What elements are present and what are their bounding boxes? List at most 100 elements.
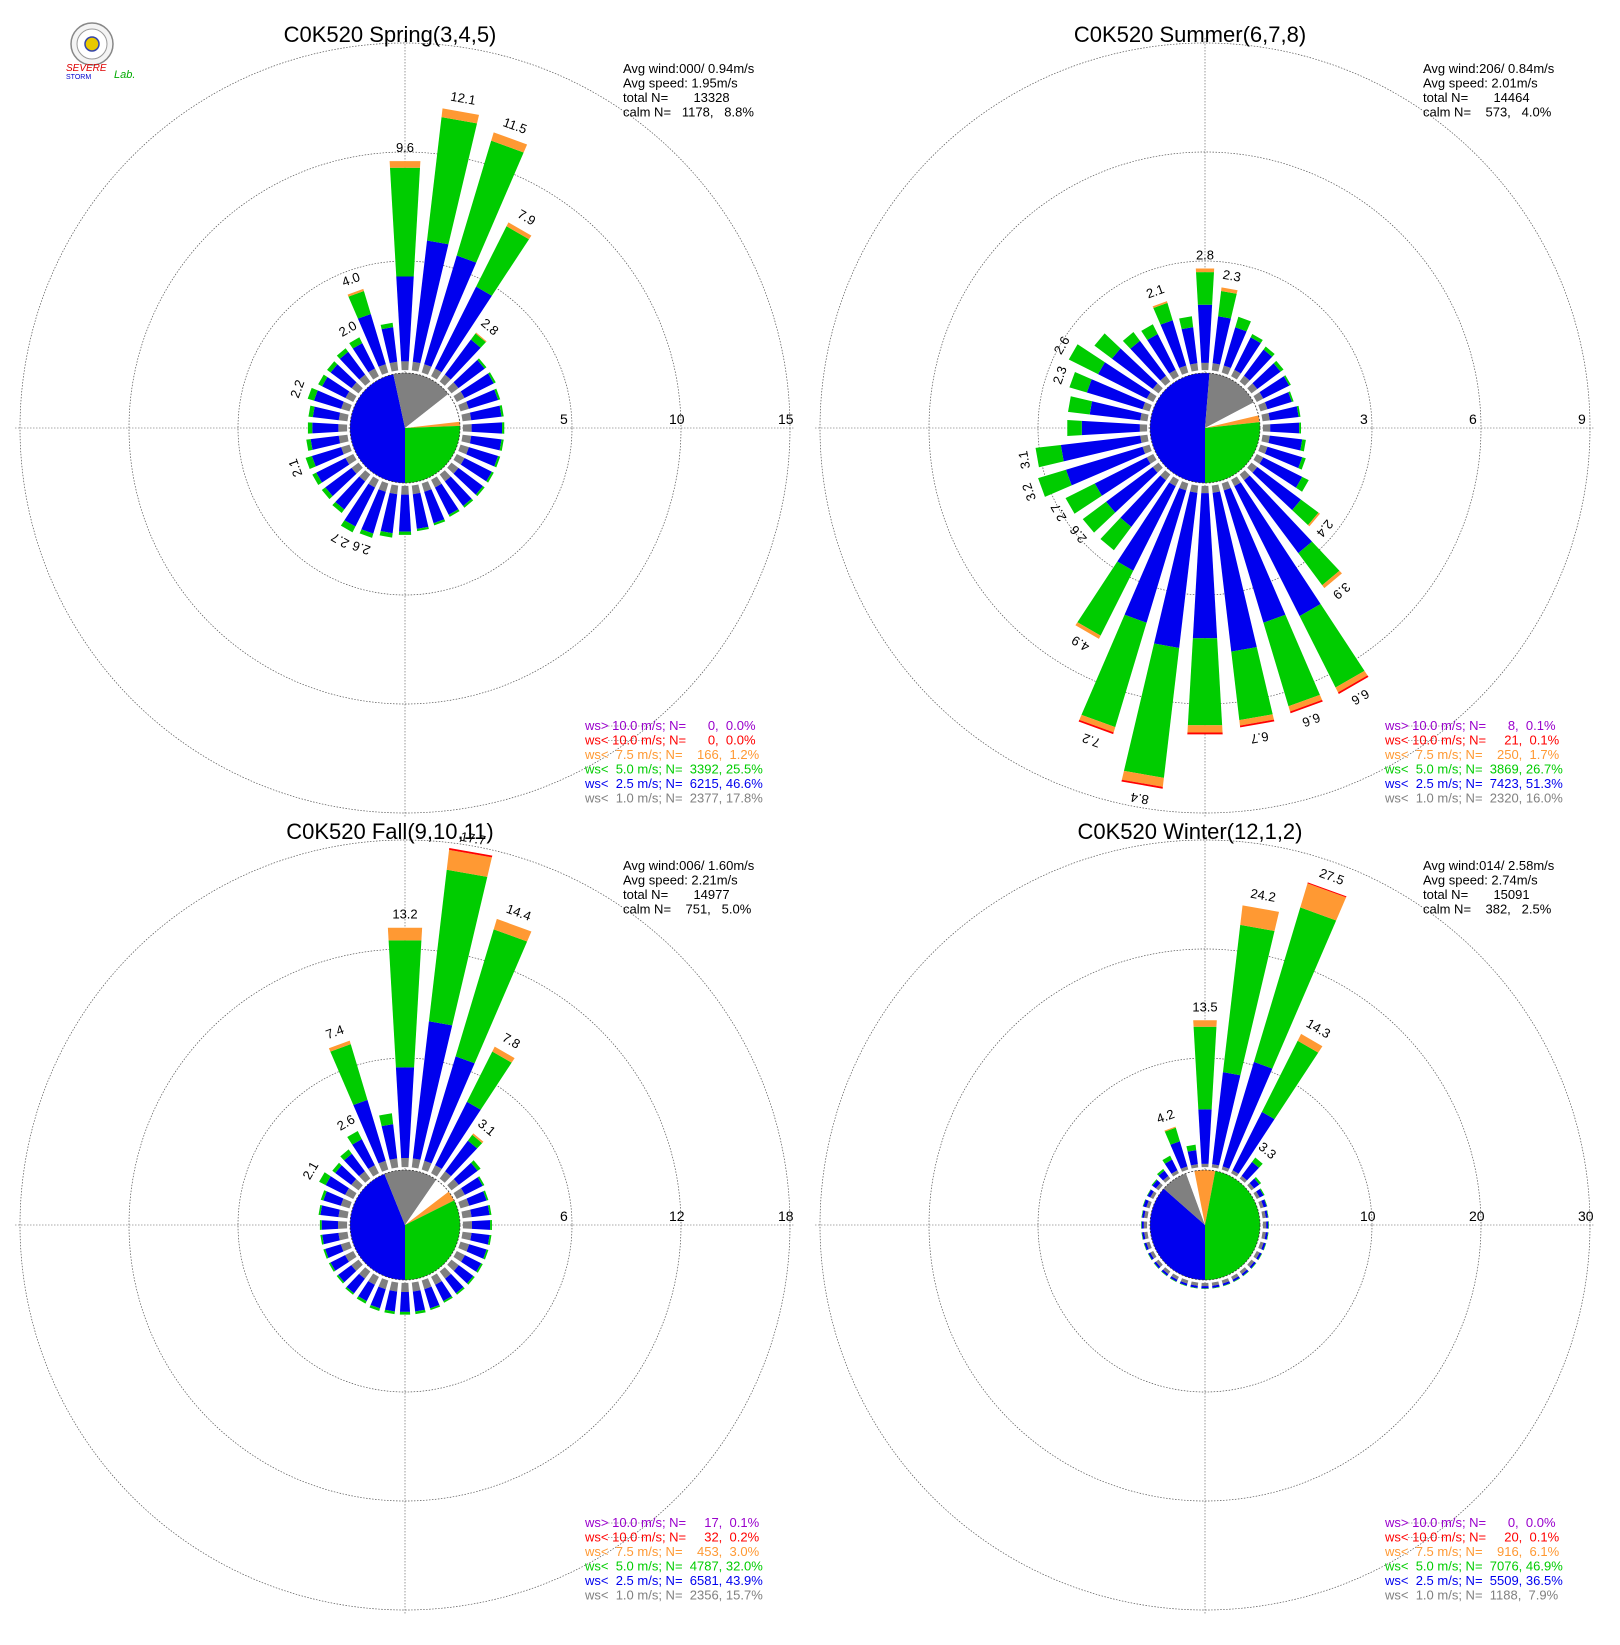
direction-bar-segment	[311, 447, 344, 467]
center-pie-outline	[1149, 372, 1261, 484]
windrose-panel: 6 12 18 13.2 17.7 14.4 7.8 3.1 2.1 2.6 7.4 C0K520 F…	[15, 819, 795, 1615]
direction-bar-segment	[1266, 1210, 1269, 1218]
direction-bar-segment	[1241, 1269, 1249, 1276]
center-pie-slice	[1205, 1170, 1260, 1280]
direction-bar-segment	[411, 484, 421, 495]
direction-bar-segment	[1254, 1176, 1262, 1185]
center-pie-outline	[349, 372, 461, 484]
legend-entry: ws< 1.0 m/s; N= 1188, 7.9%	[1384, 1588, 1559, 1603]
direction-bar-segment	[1221, 481, 1231, 491]
center-pie-slice	[1149, 373, 1210, 483]
direction-bar-segment	[1247, 383, 1258, 394]
stats-line: Avg speed: 2.74m/s	[1423, 873, 1538, 888]
direction-bar-segment	[1179, 1283, 1187, 1287]
direction-bar-segment	[1300, 883, 1347, 921]
direction-bar-segment	[1273, 360, 1284, 372]
direction-bar-segment	[1143, 1199, 1149, 1208]
direction-bar-segment	[1121, 779, 1163, 789]
direction-bar-segment	[1144, 1242, 1149, 1251]
direction-bar-segment	[1212, 1072, 1241, 1166]
windrose-panel: 5 10 15 9.6 12.1 11.5 7.9 2.8 2.62.7 2.1 2.2 2.0 4.0…	[15, 22, 795, 818]
direction-bar-segment	[328, 1262, 336, 1272]
direction-bar-segment	[1140, 412, 1149, 422]
direction-bar-segment	[357, 313, 386, 367]
direction-bar-segment	[1143, 1221, 1148, 1229]
legend-entry: ws< 5.0 m/s; N= 3869, 26.7%	[1384, 762, 1563, 777]
direction-bar-segment	[345, 1287, 355, 1295]
direction-bar-segment	[1299, 422, 1301, 434]
direction-bar-segment	[1211, 484, 1221, 493]
direction-bar-segment	[431, 368, 442, 380]
bar-value-label: 12.1	[449, 89, 477, 108]
direction-bar-segment	[1247, 1182, 1255, 1191]
bar-value-label: 24.2	[1249, 886, 1277, 905]
direction-bar-segment	[1152, 383, 1163, 394]
stats-line: total N= 14464	[1423, 90, 1530, 105]
direction-bar-segment	[330, 364, 357, 389]
direction-bar-segment	[1261, 1210, 1266, 1219]
direction-bar-segment	[345, 391, 357, 402]
bar-value-label: 3.2	[1019, 481, 1039, 503]
direction-bar-segment	[1239, 1175, 1248, 1183]
direction-bar-segment	[361, 489, 386, 534]
direction-bar-segment	[1152, 301, 1168, 308]
direction-bar-segment	[305, 455, 316, 470]
direction-bar-segment	[462, 1221, 472, 1229]
direction-bar-segment	[1259, 457, 1303, 488]
direction-bar-segment	[1086, 379, 1146, 410]
direction-bar-segment	[1123, 643, 1180, 778]
direction-bar-segment	[1147, 333, 1176, 374]
range-ring	[19, 42, 791, 814]
direction-bar-segment	[1140, 434, 1149, 444]
direction-bar-segment	[401, 1282, 409, 1292]
bar-value-label: 14.4	[504, 901, 533, 924]
direction-bar-segment	[1187, 1150, 1198, 1166]
direction-bar-segment	[1201, 1288, 1209, 1289]
direction-bar-segment	[1162, 1267, 1171, 1275]
direction-bar-segment	[490, 1219, 492, 1231]
direction-bar-segment	[1307, 882, 1347, 898]
bar-value-label: 8.4	[1129, 790, 1149, 808]
direction-bar-segment	[1171, 1170, 1179, 1177]
direction-bar-segment	[453, 1162, 478, 1185]
direction-bar-segment	[401, 485, 409, 495]
range-ring	[928, 948, 1482, 1502]
direction-bar-segment	[1111, 348, 1158, 389]
direction-bar-segment	[1201, 485, 1209, 494]
direction-bar-segment	[1201, 362, 1209, 371]
direction-bar-segment	[358, 1281, 375, 1302]
direction-bar-segment	[401, 1158, 409, 1168]
bar-value-label: 7.8	[500, 1030, 523, 1052]
bar-value-label: 7.2	[1080, 730, 1102, 750]
direction-bar-segment	[411, 361, 421, 372]
direction-bar-segment	[470, 333, 486, 348]
bar-value-label: 13.5	[1192, 999, 1217, 1014]
center-pie-slice	[1205, 402, 1259, 428]
range-ring	[819, 42, 1591, 814]
direction-bar-segment	[1231, 647, 1273, 721]
direction-bar-segment	[472, 1133, 484, 1144]
direction-bar-segment	[466, 1244, 487, 1259]
direction-bar-segment	[1065, 483, 1102, 514]
direction-bar-segment	[347, 288, 364, 297]
direction-bar-segment	[389, 167, 421, 277]
direction-bar-segment	[444, 339, 481, 380]
center-pie-slice	[405, 1179, 449, 1225]
direction-bar-segment	[306, 439, 313, 451]
direction-bar-segment	[380, 492, 398, 534]
direction-bar-segment	[1180, 1166, 1189, 1172]
range-ring	[819, 839, 1591, 1611]
legend-entry: ws< 5.0 m/s; N= 7076, 46.9%	[1384, 1559, 1563, 1574]
direction-bar-segment	[1295, 476, 1309, 492]
direction-bar-segment	[338, 424, 348, 432]
direction-bar-segment	[336, 1274, 345, 1284]
direction-bar-segment	[431, 1165, 442, 1177]
legend-entry: ws< 7.5 m/s; N= 916, 6.1%	[1384, 1544, 1560, 1559]
direction-bar-segment	[483, 1249, 489, 1260]
direction-bar-segment	[1155, 1259, 1163, 1268]
stats-line: Avg wind:000/ 0.94m/s	[623, 61, 755, 76]
direction-bar-segment	[389, 361, 399, 372]
direction-bar-segment	[1146, 454, 1157, 464]
legend-entry: ws> 10.0 m/s; N= 8, 0.1%	[1384, 718, 1556, 733]
direction-bar-segment	[1189, 363, 1199, 372]
